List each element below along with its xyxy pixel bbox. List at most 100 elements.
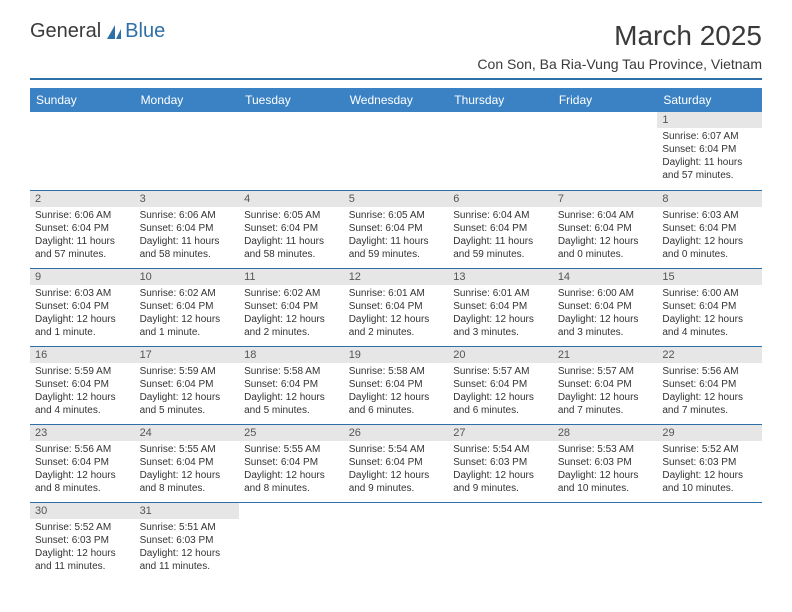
weekday-header: Tuesday: [239, 88, 344, 112]
day-number: 6: [448, 191, 553, 207]
sunset-text: Sunset: 6:04 PM: [662, 300, 757, 313]
sunset-text: Sunset: 6:04 PM: [662, 378, 757, 391]
sunrise-text: Sunrise: 5:54 AM: [453, 443, 548, 456]
day-number: 5: [344, 191, 449, 207]
calendar-empty-cell: [135, 112, 240, 190]
day-number: 28: [553, 425, 658, 441]
day-number: 17: [135, 347, 240, 363]
sunrise-text: Sunrise: 6:04 AM: [558, 209, 653, 222]
daylight-text: Daylight: 12 hours and 4 minutes.: [35, 391, 130, 417]
sunrise-text: Sunrise: 5:54 AM: [349, 443, 444, 456]
calendar-day-cell: 2Sunrise: 6:06 AMSunset: 6:04 PMDaylight…: [30, 190, 135, 268]
day-details: Sunrise: 6:06 AMSunset: 6:04 PMDaylight:…: [30, 207, 135, 265]
weekday-header-row: SundayMondayTuesdayWednesdayThursdayFrid…: [30, 88, 762, 112]
daylight-text: Daylight: 12 hours and 1 minute.: [35, 313, 130, 339]
sunset-text: Sunset: 6:04 PM: [140, 300, 235, 313]
daylight-text: Daylight: 12 hours and 2 minutes.: [349, 313, 444, 339]
daylight-text: Daylight: 12 hours and 1 minute.: [140, 313, 235, 339]
day-details: Sunrise: 6:01 AMSunset: 6:04 PMDaylight:…: [448, 285, 553, 343]
day-details: Sunrise: 5:55 AMSunset: 6:04 PMDaylight:…: [239, 441, 344, 499]
calendar-week-row: 9Sunrise: 6:03 AMSunset: 6:04 PMDaylight…: [30, 268, 762, 346]
daylight-text: Daylight: 12 hours and 9 minutes.: [453, 469, 548, 495]
day-number: 12: [344, 269, 449, 285]
sunset-text: Sunset: 6:04 PM: [244, 378, 339, 391]
sunrise-text: Sunrise: 5:56 AM: [35, 443, 130, 456]
day-number: 10: [135, 269, 240, 285]
calendar-day-cell: 24Sunrise: 5:55 AMSunset: 6:04 PMDayligh…: [135, 424, 240, 502]
sunrise-text: Sunrise: 6:02 AM: [244, 287, 339, 300]
day-number: 13: [448, 269, 553, 285]
daylight-text: Daylight: 12 hours and 5 minutes.: [244, 391, 339, 417]
calendar-day-cell: 14Sunrise: 6:00 AMSunset: 6:04 PMDayligh…: [553, 268, 658, 346]
logo-sail-icon: [105, 23, 123, 41]
day-number: 26: [344, 425, 449, 441]
sunset-text: Sunset: 6:04 PM: [35, 456, 130, 469]
daylight-text: Daylight: 12 hours and 3 minutes.: [558, 313, 653, 339]
sunset-text: Sunset: 6:04 PM: [349, 378, 444, 391]
day-number: 11: [239, 269, 344, 285]
day-number: 1: [657, 112, 762, 128]
calendar-day-cell: 26Sunrise: 5:54 AMSunset: 6:04 PMDayligh…: [344, 424, 449, 502]
day-details: Sunrise: 6:06 AMSunset: 6:04 PMDaylight:…: [135, 207, 240, 265]
sunset-text: Sunset: 6:04 PM: [662, 222, 757, 235]
sunrise-text: Sunrise: 6:05 AM: [349, 209, 444, 222]
weekday-header: Saturday: [657, 88, 762, 112]
calendar-day-cell: 1Sunrise: 6:07 AMSunset: 6:04 PMDaylight…: [657, 112, 762, 190]
day-details: Sunrise: 6:01 AMSunset: 6:04 PMDaylight:…: [344, 285, 449, 343]
calendar-day-cell: 6Sunrise: 6:04 AMSunset: 6:04 PMDaylight…: [448, 190, 553, 268]
daylight-text: Daylight: 12 hours and 9 minutes.: [349, 469, 444, 495]
day-details: Sunrise: 5:52 AMSunset: 6:03 PMDaylight:…: [30, 519, 135, 577]
sunrise-text: Sunrise: 5:57 AM: [558, 365, 653, 378]
sunrise-text: Sunrise: 6:03 AM: [35, 287, 130, 300]
sunset-text: Sunset: 6:04 PM: [558, 378, 653, 391]
calendar-day-cell: 16Sunrise: 5:59 AMSunset: 6:04 PMDayligh…: [30, 346, 135, 424]
weekday-header: Sunday: [30, 88, 135, 112]
daylight-text: Daylight: 11 hours and 58 minutes.: [244, 235, 339, 261]
day-number: 29: [657, 425, 762, 441]
calendar-empty-cell: [448, 502, 553, 580]
daylight-text: Daylight: 12 hours and 8 minutes.: [140, 469, 235, 495]
daylight-text: Daylight: 12 hours and 10 minutes.: [662, 469, 757, 495]
day-number: 4: [239, 191, 344, 207]
day-number: 27: [448, 425, 553, 441]
sunrise-text: Sunrise: 5:52 AM: [662, 443, 757, 456]
sunset-text: Sunset: 6:04 PM: [453, 300, 548, 313]
sunrise-text: Sunrise: 6:04 AM: [453, 209, 548, 222]
sunset-text: Sunset: 6:04 PM: [244, 222, 339, 235]
sunrise-text: Sunrise: 5:59 AM: [140, 365, 235, 378]
sunrise-text: Sunrise: 6:07 AM: [662, 130, 757, 143]
calendar-empty-cell: [553, 112, 658, 190]
day-details: Sunrise: 5:56 AMSunset: 6:04 PMDaylight:…: [30, 441, 135, 499]
calendar-day-cell: 23Sunrise: 5:56 AMSunset: 6:04 PMDayligh…: [30, 424, 135, 502]
day-number: 24: [135, 425, 240, 441]
day-details: Sunrise: 5:58 AMSunset: 6:04 PMDaylight:…: [344, 363, 449, 421]
daylight-text: Daylight: 12 hours and 3 minutes.: [453, 313, 548, 339]
sunset-text: Sunset: 6:03 PM: [453, 456, 548, 469]
daylight-text: Daylight: 12 hours and 5 minutes.: [140, 391, 235, 417]
calendar-day-cell: 28Sunrise: 5:53 AMSunset: 6:03 PMDayligh…: [553, 424, 658, 502]
day-number: 20: [448, 347, 553, 363]
calendar-week-row: 16Sunrise: 5:59 AMSunset: 6:04 PMDayligh…: [30, 346, 762, 424]
sunset-text: Sunset: 6:04 PM: [244, 456, 339, 469]
day-details: Sunrise: 5:57 AMSunset: 6:04 PMDaylight:…: [448, 363, 553, 421]
daylight-text: Daylight: 12 hours and 7 minutes.: [558, 391, 653, 417]
day-number: 3: [135, 191, 240, 207]
day-details: Sunrise: 6:00 AMSunset: 6:04 PMDaylight:…: [553, 285, 658, 343]
calendar-empty-cell: [239, 502, 344, 580]
sunrise-text: Sunrise: 6:01 AM: [453, 287, 548, 300]
daylight-text: Daylight: 12 hours and 10 minutes.: [558, 469, 653, 495]
sunset-text: Sunset: 6:04 PM: [453, 222, 548, 235]
sunrise-text: Sunrise: 5:59 AM: [35, 365, 130, 378]
sunset-text: Sunset: 6:04 PM: [140, 222, 235, 235]
sunrise-text: Sunrise: 6:00 AM: [558, 287, 653, 300]
day-number: 9: [30, 269, 135, 285]
day-details: Sunrise: 6:02 AMSunset: 6:04 PMDaylight:…: [135, 285, 240, 343]
daylight-text: Daylight: 11 hours and 57 minutes.: [35, 235, 130, 261]
sunrise-text: Sunrise: 5:55 AM: [140, 443, 235, 456]
sunrise-text: Sunrise: 6:06 AM: [140, 209, 235, 222]
day-number: 14: [553, 269, 658, 285]
calendar-day-cell: 13Sunrise: 6:01 AMSunset: 6:04 PMDayligh…: [448, 268, 553, 346]
day-number: 31: [135, 503, 240, 519]
daylight-text: Daylight: 12 hours and 11 minutes.: [35, 547, 130, 573]
day-details: Sunrise: 6:00 AMSunset: 6:04 PMDaylight:…: [657, 285, 762, 343]
